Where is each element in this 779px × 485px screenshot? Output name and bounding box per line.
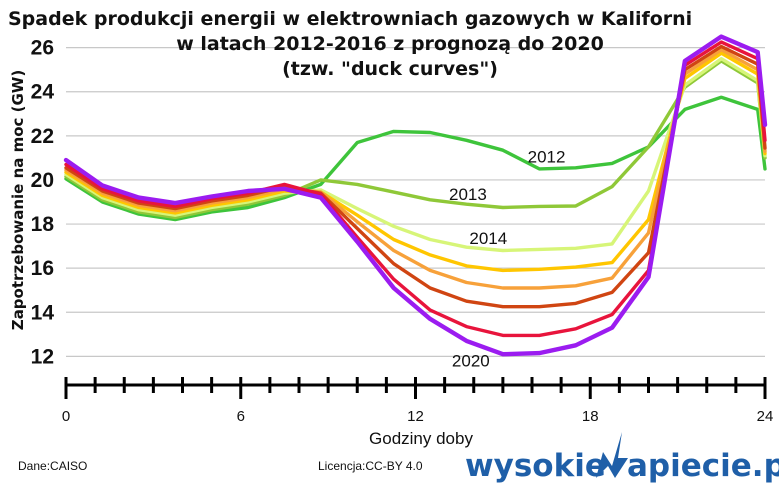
lightning-n-icon <box>596 432 628 478</box>
source-note: Dane:CAISO <box>18 459 87 473</box>
license-note: Licencja:CC-BY 4.0 <box>318 459 423 473</box>
y-tick-labels: 12 14 16 18 20 22 24 26 <box>31 37 55 369</box>
y-tick-label: 26 <box>31 37 54 60</box>
y-tick-label: 20 <box>31 169 54 192</box>
y-tick-label: 18 <box>31 213 55 236</box>
logo-text-left: wysokie <box>465 448 606 484</box>
series-lines <box>63 34 768 357</box>
y-axis-label: Zapotrzebowanie na moc (GW) <box>9 70 27 330</box>
chart-subtitle-1: w latach 2012-2016 z prognozą do 2020 <box>176 33 604 55</box>
y-tick-label: 24 <box>31 81 55 104</box>
series-line-2013 <box>64 59 767 220</box>
series-label-2012: 2012 <box>528 147 566 166</box>
chart-subtitle-2: (tzw. "duck curves") <box>282 58 498 80</box>
y-tick-label: 12 <box>31 345 54 368</box>
series-labels: 2012 2013 2014 2020 <box>449 147 565 370</box>
y-tick-label: 22 <box>31 125 54 148</box>
series-line-2020 <box>63 34 768 357</box>
series-line-2014 <box>64 57 767 253</box>
grid <box>66 47 765 357</box>
x-tick-label: 0 <box>62 408 70 425</box>
series-label-2020: 2020 <box>452 351 490 370</box>
logo-text-right: apiecie.pl <box>627 448 779 484</box>
x-tick-label: 12 <box>407 408 424 425</box>
x-axis-label: Godziny doby <box>369 429 473 448</box>
chart-title: Spadek produkcji energii w elektrowniach… <box>8 8 692 30</box>
series-label-2014: 2014 <box>469 229 507 248</box>
x-tick-label: 6 <box>237 408 245 425</box>
series-label-2013: 2013 <box>449 185 487 204</box>
x-tick-label: 18 <box>582 408 599 425</box>
x-tick-label: 24 <box>757 408 774 425</box>
wysokienapiecie-logo: wysokie apiecie.pl <box>465 432 779 484</box>
y-tick-label: 16 <box>31 257 54 280</box>
y-tick-label: 14 <box>31 301 55 324</box>
x-axis: 0 6 12 18 24 <box>62 377 774 425</box>
